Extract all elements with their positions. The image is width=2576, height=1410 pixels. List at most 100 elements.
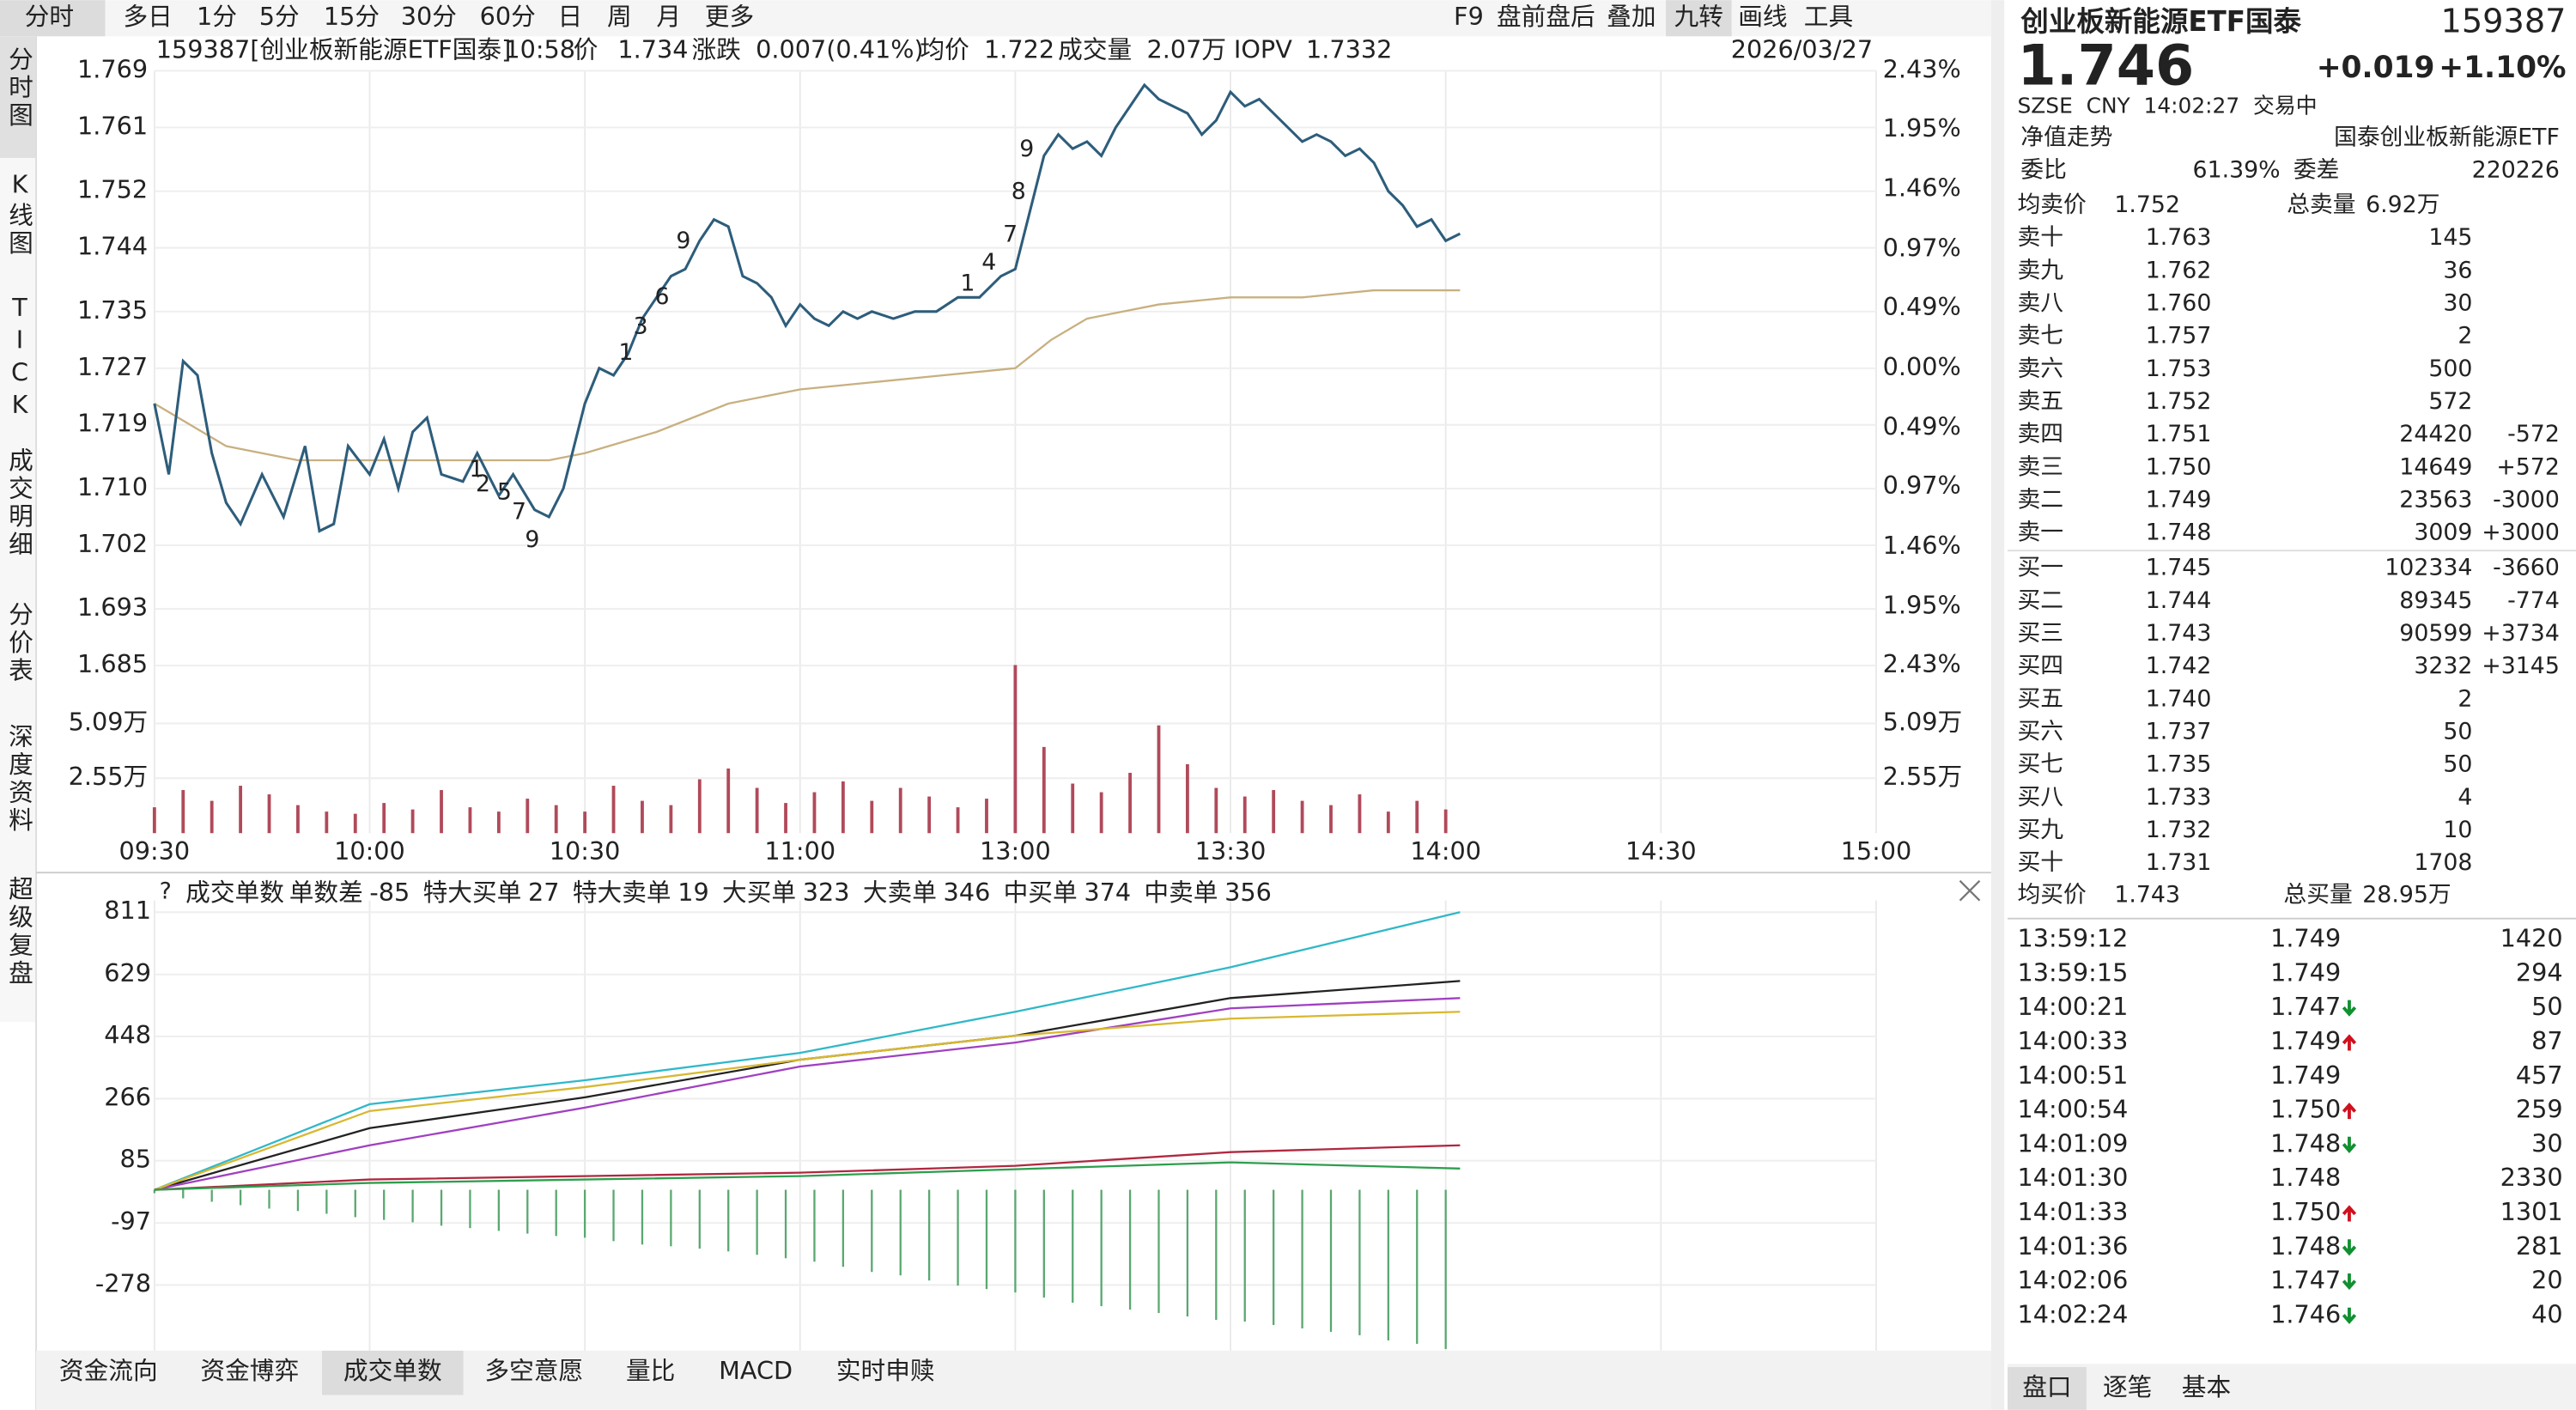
trade-volume: 50 [2531,992,2563,1021]
nine-turn-label: 1 [469,456,483,483]
toolbar-tab[interactable]: 30分 [401,2,457,31]
legend-name: 单数差 [289,878,363,907]
diff-bar [1128,1189,1132,1310]
y-tick-label: 1.769 [77,54,148,83]
trade-volume: 1301 [2500,1197,2563,1226]
volume-bar [1099,792,1103,834]
volume-bar [410,809,415,834]
x-tick-label: 11:00 [764,836,835,866]
nav-link[interactable]: 净值走势 [2020,124,2112,150]
trade-time: 14:00:51 [2017,1061,2128,1090]
volume-bar [554,805,558,834]
toolbar-tool[interactable]: 工具 [1804,2,1853,31]
sidebar-tab[interactable]: TICK [5,293,34,422]
volume-bar [841,781,845,834]
book-volume: 36 [2443,257,2472,283]
toolbar-tool[interactable]: 盘前盘后 [1497,2,1595,31]
y2-tick-label: 0.49% [1883,292,1961,321]
trade-price: 1.750 [2270,1095,2341,1124]
summary-label: 均卖价 [2017,191,2086,218]
toolbar-tab[interactable]: 周 [607,2,632,31]
nine-turn-label: 1 [618,339,633,366]
bottom-tab[interactable]: 资金流向 [59,1356,158,1385]
y2-tick-label: 0.49% [1883,412,1961,441]
book-volume: 2 [2458,685,2472,712]
trade-volume: 281 [2516,1231,2563,1261]
close-icon[interactable] [1959,879,1981,902]
book-level: 买八 [2017,784,2063,811]
diff-bar [383,1189,386,1220]
toolbar-tab[interactable]: 15分 [324,2,380,31]
sidebar-tab[interactable]: K线图 [5,169,34,258]
bottom-tab[interactable]: 资金博弈 [200,1356,299,1385]
fund-name: 国泰创业板新能源ETF [2334,124,2560,150]
y-tick-label: 811 [104,896,151,925]
volume-bar [440,790,443,834]
book-volume: 4 [2458,784,2472,811]
toolbar-tab[interactable]: 多日 [124,2,173,31]
volume-bar [239,786,243,834]
bottom-tab[interactable]: 多空意愿 [484,1356,583,1385]
nine-turn-label: 8 [1012,179,1026,205]
trade-time: 14:02:06 [2017,1266,2128,1295]
bottom-tab[interactable]: 量比 [626,1356,675,1385]
legend-name: 大卖单 [863,878,937,907]
y2-tick-label: 1.95% [1883,113,1961,143]
y-tick-label: 1.710 [77,472,148,501]
toolbar-tab[interactable]: 分时 [25,2,74,31]
trade-price: 1.746 [2270,1299,2341,1328]
bottom-tab[interactable]: 成交单数 [343,1356,442,1385]
book-change: -572 [2507,421,2560,447]
book-change: +3000 [2482,520,2560,546]
sidebar-tab[interactable]: 成交明细 [5,447,34,559]
book-price: 1.760 [2146,289,2212,316]
sidebar-tab[interactable]: 分价表 [5,601,34,685]
toolbar-tab[interactable]: 月 [656,2,681,31]
sidebar-tab[interactable]: 超级复盘 [5,876,34,988]
toolbar-tab[interactable]: 1分 [197,2,237,31]
diff-bar [239,1189,242,1206]
book-change: -3660 [2493,555,2560,581]
book-price: 1.740 [2146,685,2212,712]
trade-time: 14:01:30 [2017,1163,2128,1192]
y2-tick-label: 1.46% [1883,531,1961,560]
diff-bar [583,1189,586,1238]
panel-tab[interactable]: 盘口 [2022,1372,2071,1401]
y-tick-label: 85 [120,1145,152,1174]
y-tick-label: -278 [95,1268,151,1298]
toolbar-tab[interactable]: 5分 [259,2,300,31]
toolbar-tool[interactable]: 画线 [1738,2,1787,31]
panel-tab[interactable]: 逐笔 [2103,1372,2152,1401]
volume-bar [784,803,787,834]
x-tick-label: 15:00 [1841,836,1912,866]
book-level: 卖四 [2017,421,2063,447]
bottom-tab[interactable]: MACD [719,1356,793,1385]
toolbar-tab[interactable]: 更多 [705,2,754,31]
toolbar-tab[interactable]: 60分 [480,2,536,31]
diff-bar [354,1189,356,1218]
y2-tick-label: 5.09万 [1883,707,1963,736]
sidebar-tab[interactable]: 分时图 [5,46,34,131]
diff-bar [526,1189,529,1234]
diff-bar [1157,1189,1160,1314]
trade-volume: 20 [2531,1266,2563,1295]
last-price: 1.746 [2017,34,2194,99]
book-volume: 90599 [2399,620,2472,647]
sidebar-tab[interactable]: 深度资料 [5,723,34,835]
panel-tab[interactable]: 基本 [2182,1372,2231,1401]
info-avg-label: 均价 [920,35,969,64]
bottom-tab[interactable]: 实时申赎 [836,1356,935,1385]
legend-name: 大买单 [722,878,796,907]
diff-bar [698,1189,701,1249]
trade-volume: 1420 [2500,924,2563,953]
ratio-label: 委比 [2020,157,2067,184]
toolbar-tool[interactable]: F9 [1454,2,1484,31]
toolbar-tool[interactable]: 叠加 [1607,2,1656,31]
diff-bar [957,1189,959,1286]
volume-bar [267,794,271,834]
diff-bar [670,1189,672,1247]
x-tick-label: 13:00 [980,836,1051,866]
toolbar-tool[interactable]: 九转 [1674,2,1723,31]
toolbar-tab[interactable]: 日 [558,2,583,31]
